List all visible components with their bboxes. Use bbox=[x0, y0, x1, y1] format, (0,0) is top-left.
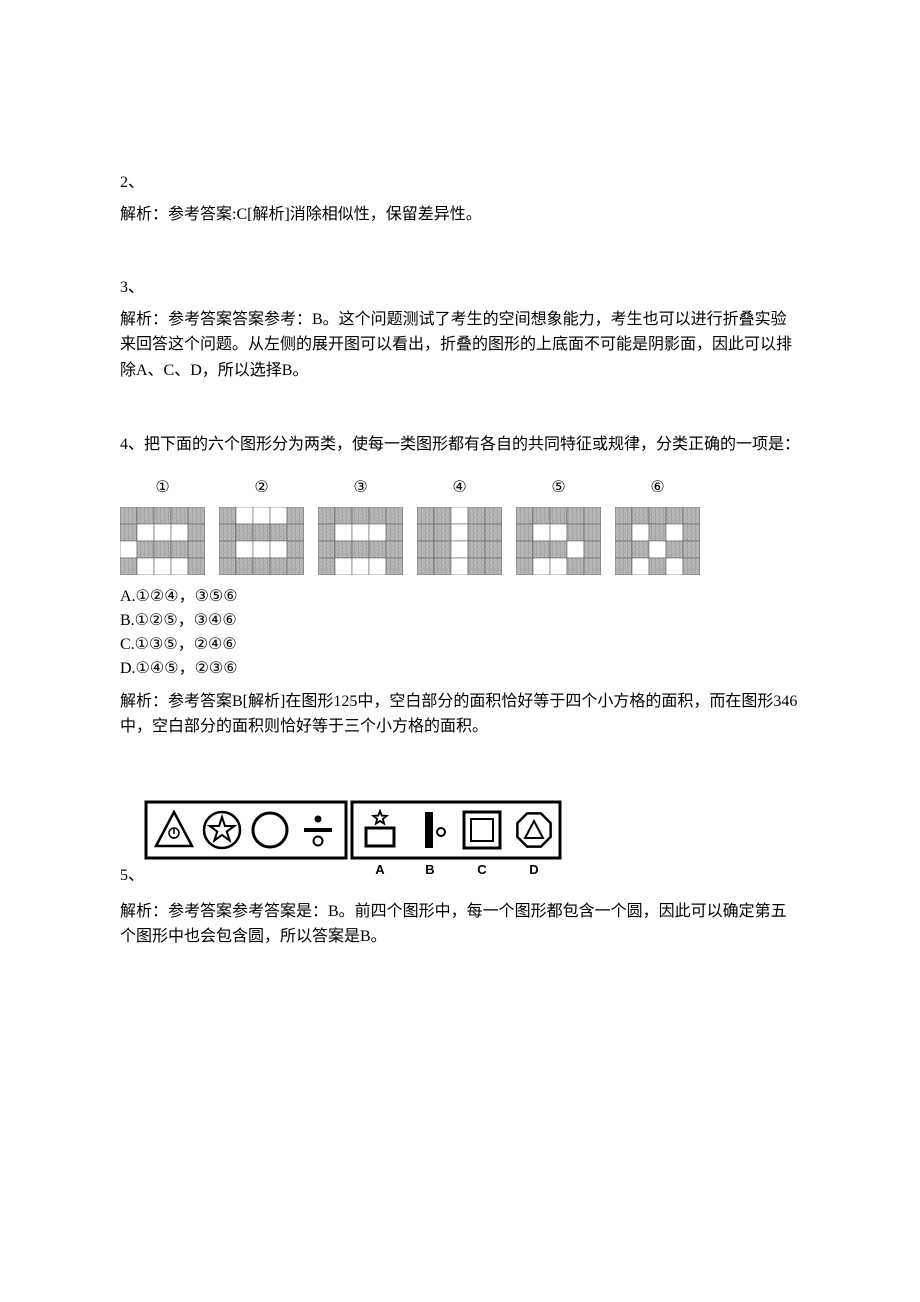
q3: 3、 解析：参考答案答案参考：B。这个问题测试了考生的空间想象能力，考生也可以进… bbox=[120, 275, 800, 383]
q4-grid-5: ⑤ bbox=[516, 475, 601, 575]
q4-option-d: D.①④⑤，②③⑥ bbox=[120, 657, 800, 681]
q4-explanation: 解析：参考答案B[解析]在图形125中，空白部分的面积恰好等于四个小方格的面积，… bbox=[120, 689, 800, 740]
q4-grid-4: ④ bbox=[417, 475, 502, 575]
q4-option-c: C.①③⑤，②④⑥ bbox=[120, 633, 800, 657]
q4-grid-3: ③ bbox=[318, 475, 403, 575]
q4-grid-label-3: ③ bbox=[353, 475, 367, 501]
q5-number: 5、 bbox=[120, 863, 144, 889]
q4-grid-1: ① bbox=[120, 475, 205, 575]
q4-stem: 4、把下面的六个图形分为两类，使每一类图形都有各自的共同特征或规律，分类正确的一… bbox=[120, 432, 800, 458]
q5-explanation: 解析：参考答案参考答案是：B。前四个图形中，每一个图形都包含一个圆，因此可以确定… bbox=[120, 899, 800, 950]
q4: 4、把下面的六个图形分为两类，使每一类图形都有各自的共同特征或规律，分类正确的一… bbox=[120, 432, 800, 740]
q5: 5、 A B C D 解析：参考答案参考答案是：B。前四个图形中，每一个图形都包含一个… bbox=[120, 800, 800, 950]
q4-grid-2: ② bbox=[219, 475, 304, 575]
q2: 2、 解析：参考答案:C[解析]消除相似性，保留差异性。 bbox=[120, 170, 800, 227]
q4-grids: ① ② ③ ④ ⑤ ⑥ bbox=[120, 475, 800, 575]
q4-options: A.①②④，③⑤⑥ B.①②⑤，③④⑥ C.①③⑤，②④⑥ D.①④⑤，②③⑥ bbox=[120, 585, 800, 681]
svg-text:B: B bbox=[425, 862, 434, 877]
q4-option-a: A.①②④，③⑤⑥ bbox=[120, 585, 800, 609]
q4-option-b: B.①②⑤，③④⑥ bbox=[120, 609, 800, 633]
q5-figure: A B C D bbox=[144, 800, 564, 887]
q3-number: 3、 bbox=[120, 275, 800, 301]
svg-text:A: A bbox=[375, 862, 385, 877]
q2-explanation: 解析：参考答案:C[解析]消除相似性，保留差异性。 bbox=[120, 202, 800, 228]
q4-grid-label-2: ② bbox=[254, 475, 268, 501]
q4-grid-label-1: ① bbox=[155, 475, 169, 501]
q3-explanation: 解析：参考答案答案参考：B。这个问题测试了考生的空间想象能力，考生也可以进行折叠… bbox=[120, 307, 800, 384]
q4-grid-label-4: ④ bbox=[452, 475, 466, 501]
q4-grid-label-6: ⑥ bbox=[650, 475, 664, 501]
q4-grid-label-5: ⑤ bbox=[551, 475, 565, 501]
svg-text:C: C bbox=[477, 862, 487, 877]
q2-number: 2、 bbox=[120, 170, 800, 196]
q4-grid-6: ⑥ bbox=[615, 475, 700, 575]
svg-text:D: D bbox=[529, 862, 538, 877]
